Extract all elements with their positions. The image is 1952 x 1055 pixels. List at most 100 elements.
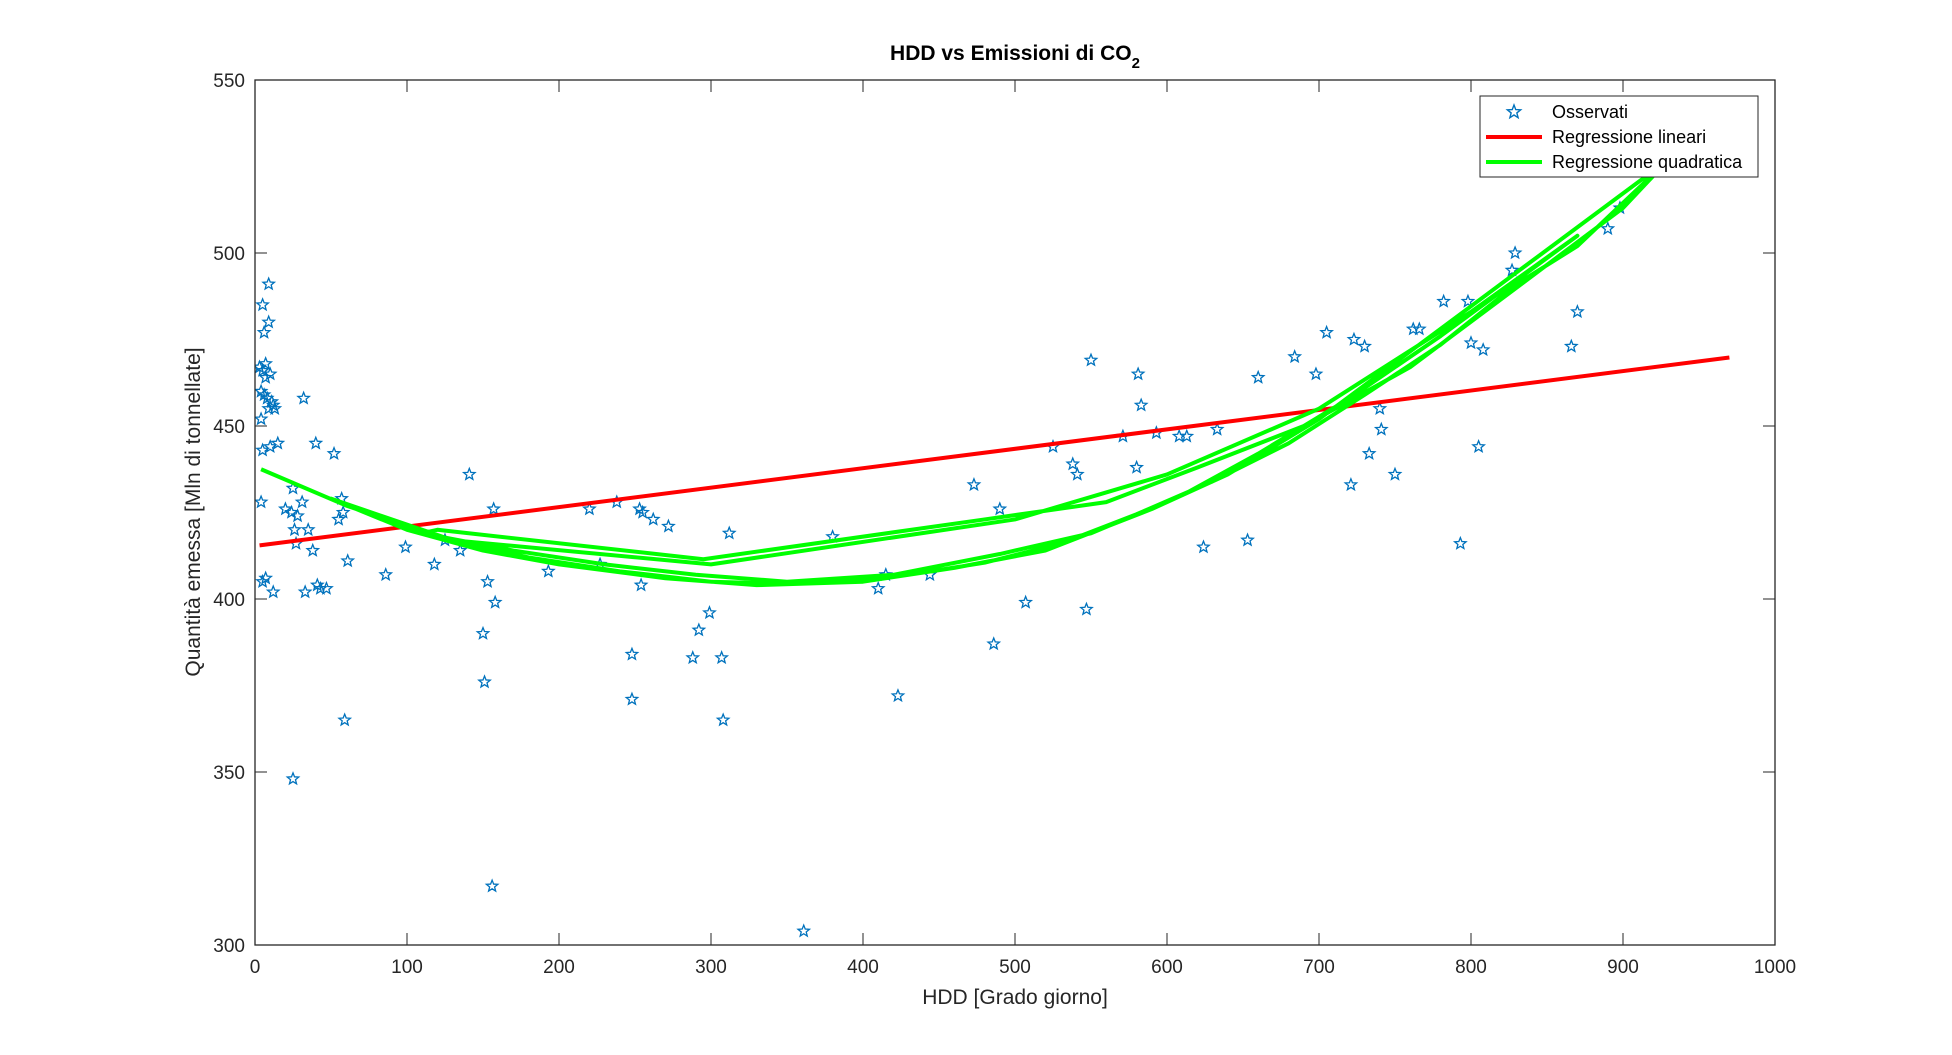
observed-point xyxy=(632,501,647,516)
observed-point xyxy=(340,553,356,568)
series-layer xyxy=(255,157,1730,938)
observed-point xyxy=(309,577,325,592)
observed-point xyxy=(484,878,500,893)
observed-point xyxy=(721,525,737,540)
observed-point xyxy=(1507,245,1523,260)
observed-point xyxy=(624,646,640,661)
observed-point xyxy=(1065,456,1081,471)
observed-point xyxy=(331,511,347,526)
y-tick-label: 550 xyxy=(213,71,245,92)
observed-point xyxy=(1179,428,1195,443)
observed-point xyxy=(296,390,312,405)
observed-point xyxy=(287,522,302,537)
observed-point xyxy=(486,501,502,516)
observed-point xyxy=(308,435,324,450)
x-tick-label: 800 xyxy=(1455,957,1487,978)
observed-point xyxy=(258,570,274,585)
observed-point xyxy=(661,518,676,533)
observed-point xyxy=(1250,369,1266,384)
observed-point xyxy=(1319,324,1335,339)
observed-point xyxy=(633,577,649,592)
observed-point xyxy=(475,625,491,640)
observed-point xyxy=(1343,477,1359,492)
observed-point xyxy=(1209,421,1225,436)
observed-point xyxy=(870,580,886,595)
x-tick-label: 200 xyxy=(543,957,575,978)
observed-point xyxy=(258,369,274,384)
observed-point xyxy=(702,605,717,620)
observed-point xyxy=(645,511,661,526)
observed-point xyxy=(285,771,301,786)
observed-point xyxy=(265,584,281,599)
observed-point xyxy=(1240,532,1255,547)
observed-point xyxy=(258,355,274,371)
x-tick-label: 100 xyxy=(391,957,423,978)
x-tick-label: 500 xyxy=(999,957,1031,978)
observed-point xyxy=(326,445,342,460)
observed-point xyxy=(1471,438,1487,454)
observed-point xyxy=(1133,397,1149,412)
y-tick-label: 300 xyxy=(213,936,245,957)
legend: Osservati Regressione lineari Regression… xyxy=(1479,95,1759,178)
linear-regression-line xyxy=(259,355,1730,548)
observed-point xyxy=(992,501,1008,516)
observed-point xyxy=(1079,601,1094,616)
observed-point xyxy=(624,691,640,706)
chart-title-subscript: 2 xyxy=(1132,55,1140,72)
observed-point xyxy=(1346,331,1362,346)
observed-point xyxy=(1018,594,1034,609)
plot-content xyxy=(255,157,1730,938)
observed-point xyxy=(256,387,272,402)
observed-point xyxy=(691,622,707,637)
observed-point xyxy=(255,362,271,377)
observed-point xyxy=(1287,349,1303,364)
observed-point xyxy=(715,712,731,727)
observed-point xyxy=(264,394,280,409)
observed-point xyxy=(1452,535,1468,550)
observed-point xyxy=(1129,459,1145,474)
observed-point xyxy=(305,542,321,557)
x-tick-label: 400 xyxy=(847,957,879,978)
y-tick-label: 500 xyxy=(213,244,245,265)
plot-border xyxy=(254,79,1776,946)
observed-point xyxy=(294,494,310,509)
y-axis-ticks: 300 350 400 450 500 550 xyxy=(213,71,1775,957)
observed-point xyxy=(1475,342,1491,357)
observed-point xyxy=(256,324,272,339)
observed-point xyxy=(480,573,495,588)
observed-point xyxy=(1436,293,1452,308)
observed-point xyxy=(337,712,353,727)
observed-point xyxy=(290,508,305,523)
observed-point xyxy=(270,435,286,450)
observed-series xyxy=(255,200,1628,938)
observed-point xyxy=(1463,335,1479,350)
y-axis-label: Quantità emessa [Mln di tonnellate] xyxy=(182,347,205,676)
observed-point xyxy=(1372,400,1388,415)
observed-point xyxy=(1600,221,1616,236)
observed-point xyxy=(300,522,316,537)
x-axis-ticks: 0 100 200 300 400 500 600 700 800 900 1000 xyxy=(250,80,1796,978)
observed-point xyxy=(1083,352,1099,367)
observed-point xyxy=(1569,304,1585,319)
observed-point xyxy=(461,466,477,481)
observed-point xyxy=(1357,338,1373,353)
observed-point xyxy=(261,314,277,329)
legend-linear-label: Regressione lineari xyxy=(1552,127,1706,147)
observed-point xyxy=(277,501,293,516)
observed-point xyxy=(255,494,269,509)
observed-point xyxy=(1308,366,1324,381)
observed-point xyxy=(1504,262,1520,277)
observed-point xyxy=(986,636,1002,651)
observed-point xyxy=(319,580,334,595)
observed-point xyxy=(1563,338,1579,353)
observed-point xyxy=(796,923,812,938)
observed-point xyxy=(267,400,283,415)
observed-point xyxy=(1373,421,1389,436)
x-tick-label: 300 xyxy=(695,957,727,978)
observed-point xyxy=(297,584,313,599)
observed-point xyxy=(398,539,413,554)
observed-point xyxy=(255,411,269,426)
x-tick-label: 900 xyxy=(1607,957,1639,978)
legend-observed-marker xyxy=(1505,103,1523,120)
